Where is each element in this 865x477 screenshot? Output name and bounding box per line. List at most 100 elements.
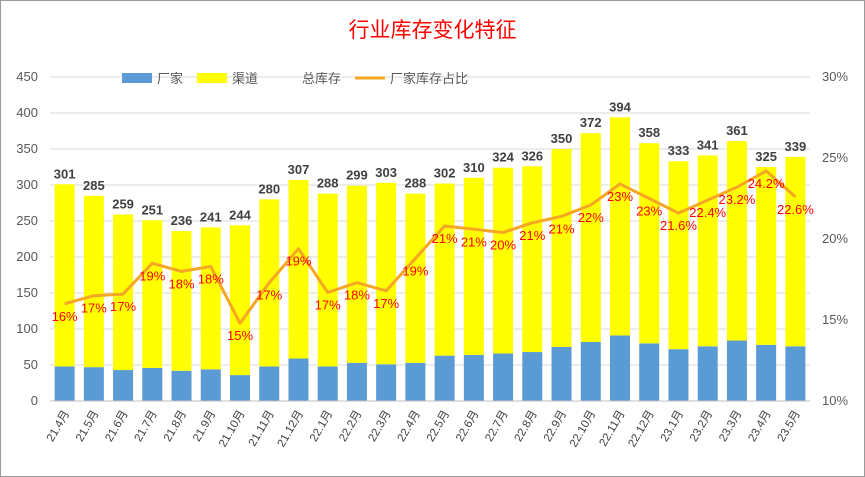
x-tick-label: 22.3月 (366, 409, 393, 444)
bar-segment-channel (288, 179, 309, 359)
y-right-tick-label: 10% (822, 393, 848, 408)
ratio-label: 21% (432, 231, 458, 246)
x-tick-label: 21.5月 (74, 409, 101, 444)
total-label: 288 (317, 176, 339, 191)
total-label: 303 (375, 165, 397, 180)
ratio-label: 19% (139, 268, 165, 283)
ratio-label: 21% (461, 234, 487, 249)
total-label: 244 (229, 207, 251, 222)
bar-segment-manufacturer (346, 362, 367, 401)
total-label: 259 (112, 197, 134, 212)
x-tick-label: 22.6月 (454, 409, 481, 444)
ratio-label: 22.4% (689, 205, 726, 220)
x-tick-label: 23.1月 (659, 409, 686, 444)
bar-segment-manufacturer (580, 341, 601, 401)
bar-segment-channel (493, 167, 514, 354)
total-label: 350 (551, 131, 573, 146)
ratio-label: 23% (636, 204, 662, 219)
y-left-tick-label: 350 (16, 141, 38, 156)
total-label: 358 (638, 125, 660, 140)
bars (54, 117, 806, 401)
y-left-tick-label: 450 (16, 69, 38, 84)
ratio-line (64, 169, 797, 325)
ratio-label: 16% (52, 309, 78, 324)
y-left-tick-label: 200 (16, 249, 38, 264)
y-right-tick-label: 30% (822, 69, 848, 84)
bar-segment-channel (230, 225, 250, 376)
bar-segment-channel (639, 143, 660, 344)
x-tick-label: 21.4月 (45, 409, 72, 444)
x-tick-label: 21.11月 (247, 409, 277, 449)
bar-segment-manufacturer (726, 340, 747, 401)
bar-segment-manufacturer (54, 366, 75, 401)
total-label: 339 (785, 139, 807, 154)
ratio-label: 24.2% (748, 176, 785, 191)
ratio-label: 21% (519, 228, 545, 243)
bar-segment-manufacturer (83, 367, 104, 401)
total-label: 372 (580, 115, 602, 130)
total-label: 288 (405, 176, 427, 191)
gridlines (50, 76, 810, 402)
total-label: 310 (463, 160, 485, 175)
ratio-label: 21.6% (660, 218, 697, 233)
total-label: 325 (755, 149, 777, 164)
ratio-label: 19% (402, 263, 428, 278)
x-tick-label: 22.8月 (513, 409, 540, 444)
legend-swatch-manufacturer (122, 73, 152, 83)
axes: 0 50 100 150 200 250 300 350 400 450 10% 15% 20% 25% 3… (16, 69, 848, 449)
x-tick-label: 22.4月 (396, 409, 423, 444)
x-tick-label: 21.7月 (133, 409, 160, 444)
bar-segment-manufacturer (171, 370, 192, 401)
y-right-tick-label: 15% (822, 312, 848, 327)
ratio-label: 17% (81, 301, 107, 316)
total-label: 301 (54, 166, 76, 181)
legend: 厂家 渠道 总库存 厂家库存占比 (122, 71, 468, 87)
bar-segment-manufacturer (405, 362, 426, 401)
bar-segment-channel (83, 195, 104, 368)
bar-segment-manufacturer (785, 346, 806, 401)
x-tick-label: 21.6月 (103, 409, 130, 444)
total-label: 285 (83, 178, 105, 193)
total-label: 394 (609, 99, 631, 114)
bar-segment-channel (610, 117, 630, 336)
x-tick-label: 22.2月 (337, 409, 364, 444)
total-label: 307 (288, 162, 310, 177)
total-label: 326 (521, 148, 543, 163)
bar-segment-channel (551, 149, 572, 347)
ratio-label: 17% (373, 296, 399, 311)
total-label: 361 (726, 123, 748, 138)
bar-segment-manufacturer (522, 352, 543, 401)
bar-segment-channel (522, 166, 543, 353)
bar-segment-channel (580, 133, 601, 342)
y-left-tick-label: 400 (16, 105, 38, 120)
bar-segment-channel (726, 141, 747, 341)
x-tick-label: 23.3月 (717, 409, 744, 444)
total-label: 236 (171, 213, 193, 228)
total-label: 333 (668, 143, 690, 158)
legend-swatch-channel (197, 73, 227, 83)
x-tick-label: 23.4月 (746, 409, 773, 444)
total-label: 251 (141, 202, 163, 217)
bar-segment-channel (463, 177, 484, 355)
legend-label-manufacturer: 厂家 (157, 71, 183, 87)
ratio-label: 23.2% (718, 192, 755, 207)
x-tick-label: 22.9月 (542, 409, 569, 444)
x-tick-label: 22.10月 (568, 409, 599, 450)
legend-label-total: 总库存 (302, 71, 341, 87)
bar-segment-channel (668, 161, 689, 350)
x-tick-label: 22.12月 (626, 409, 657, 450)
bar-segment-manufacturer (639, 343, 660, 401)
chart-title: 行业库存变化特征 (348, 18, 517, 42)
total-label: 341 (697, 137, 719, 152)
y-left-tick-label: 250 (16, 213, 38, 228)
bar-segment-manufacturer (668, 349, 689, 401)
ratio-label: 22% (578, 210, 604, 225)
data-labels: 301 285 259 251 236 241 244 280 307 288 299 303 288 3… (52, 99, 815, 343)
bar-segment-manufacturer (434, 355, 455, 401)
bar-segment-manufacturer (230, 375, 250, 401)
legend-label-ratio: 厂家库存占比 (390, 71, 468, 87)
bar-segment-channel (54, 184, 75, 367)
x-tick-label: 23.2月 (688, 409, 715, 444)
bar-segment-manufacturer (610, 335, 630, 401)
